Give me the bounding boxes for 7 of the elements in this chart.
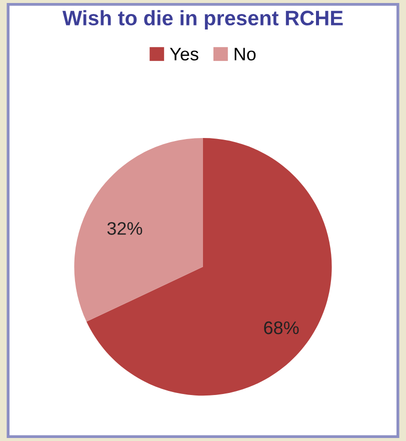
data-label: 68% [264, 321, 299, 334]
data-label: 32% [107, 222, 142, 235]
legend-label: No [234, 48, 256, 60]
pie-slice [86, 138, 332, 396]
pie-slice [74, 138, 203, 322]
chart-title: Wish to die in present RCHE [62, 10, 343, 30]
legend-label: Yes [170, 48, 198, 60]
